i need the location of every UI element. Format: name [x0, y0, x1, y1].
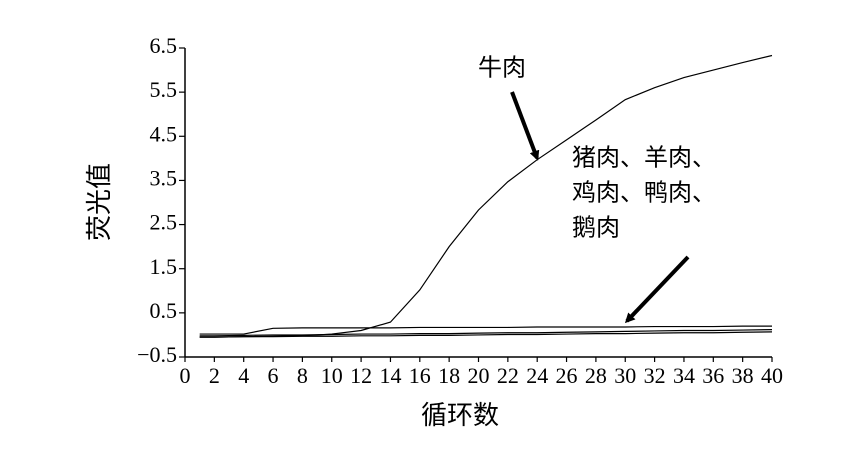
annotation: 鹅肉	[572, 215, 620, 242]
series-line	[199, 331, 773, 338]
x-tick-label: 2	[209, 363, 220, 388]
x-tick-label: 4	[238, 363, 249, 388]
x-tick-label: 24	[526, 363, 548, 388]
x-tick-label: 16	[409, 363, 431, 388]
x-tick-label: 30	[614, 363, 636, 388]
y-tick-label: 0.5	[150, 298, 178, 323]
annotation-arrow	[624, 255, 690, 324]
x-tick-label: 14	[379, 363, 401, 388]
annotation: 猪肉、羊肉、	[572, 145, 716, 172]
y-tick-label: 1.5	[150, 254, 178, 279]
x-tick-label: 6	[268, 363, 279, 388]
x-tick-label: 0	[180, 363, 191, 388]
x-tick-label: 12	[350, 363, 372, 388]
annotation: 牛肉	[478, 55, 526, 82]
x-tick-label: 34	[673, 363, 695, 388]
x-tick-label: 40	[761, 363, 783, 388]
x-tick-label: 36	[702, 363, 724, 388]
y-tick-label: 4.5	[150, 121, 178, 146]
x-tick-label: 20	[468, 363, 490, 388]
y-axis-title: 荧光值	[85, 163, 114, 241]
y-tick-label: 5.5	[150, 77, 178, 102]
x-tick-label: 38	[732, 363, 754, 388]
y-tick-label: −0.5	[137, 342, 177, 367]
x-tick-label: 10	[321, 363, 343, 388]
y-tick-label: 6.5	[150, 33, 178, 58]
x-axis-title: 循环数	[421, 401, 499, 430]
x-tick-label: 8	[297, 363, 308, 388]
x-tick-label: 22	[497, 363, 519, 388]
y-tick-label: 2.5	[150, 210, 178, 235]
x-tick-label: 28	[585, 363, 607, 388]
y-tick-label: 3.5	[150, 165, 178, 190]
annotation: 鸡肉、鸭肉、	[572, 180, 716, 207]
series-line	[199, 329, 773, 337]
series-line	[199, 325, 772, 335]
x-tick-label: 26	[556, 363, 578, 388]
annotation-arrow	[510, 91, 540, 161]
x-tick-label: 32	[644, 363, 666, 388]
x-tick-label: 18	[438, 363, 460, 388]
